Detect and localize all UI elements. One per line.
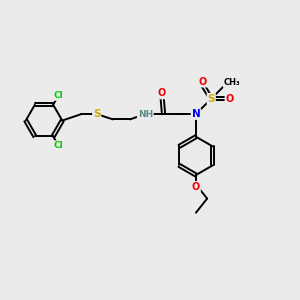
Text: NH: NH — [138, 110, 153, 118]
Text: S: S — [93, 109, 100, 119]
Text: CH₃: CH₃ — [224, 78, 240, 87]
Text: Cl: Cl — [54, 141, 63, 150]
Text: S: S — [208, 94, 215, 104]
Text: O: O — [158, 88, 166, 98]
Text: O: O — [198, 77, 206, 87]
Text: N: N — [192, 109, 200, 119]
Text: O: O — [225, 94, 234, 104]
Text: O: O — [192, 182, 200, 192]
Text: Cl: Cl — [54, 91, 63, 100]
